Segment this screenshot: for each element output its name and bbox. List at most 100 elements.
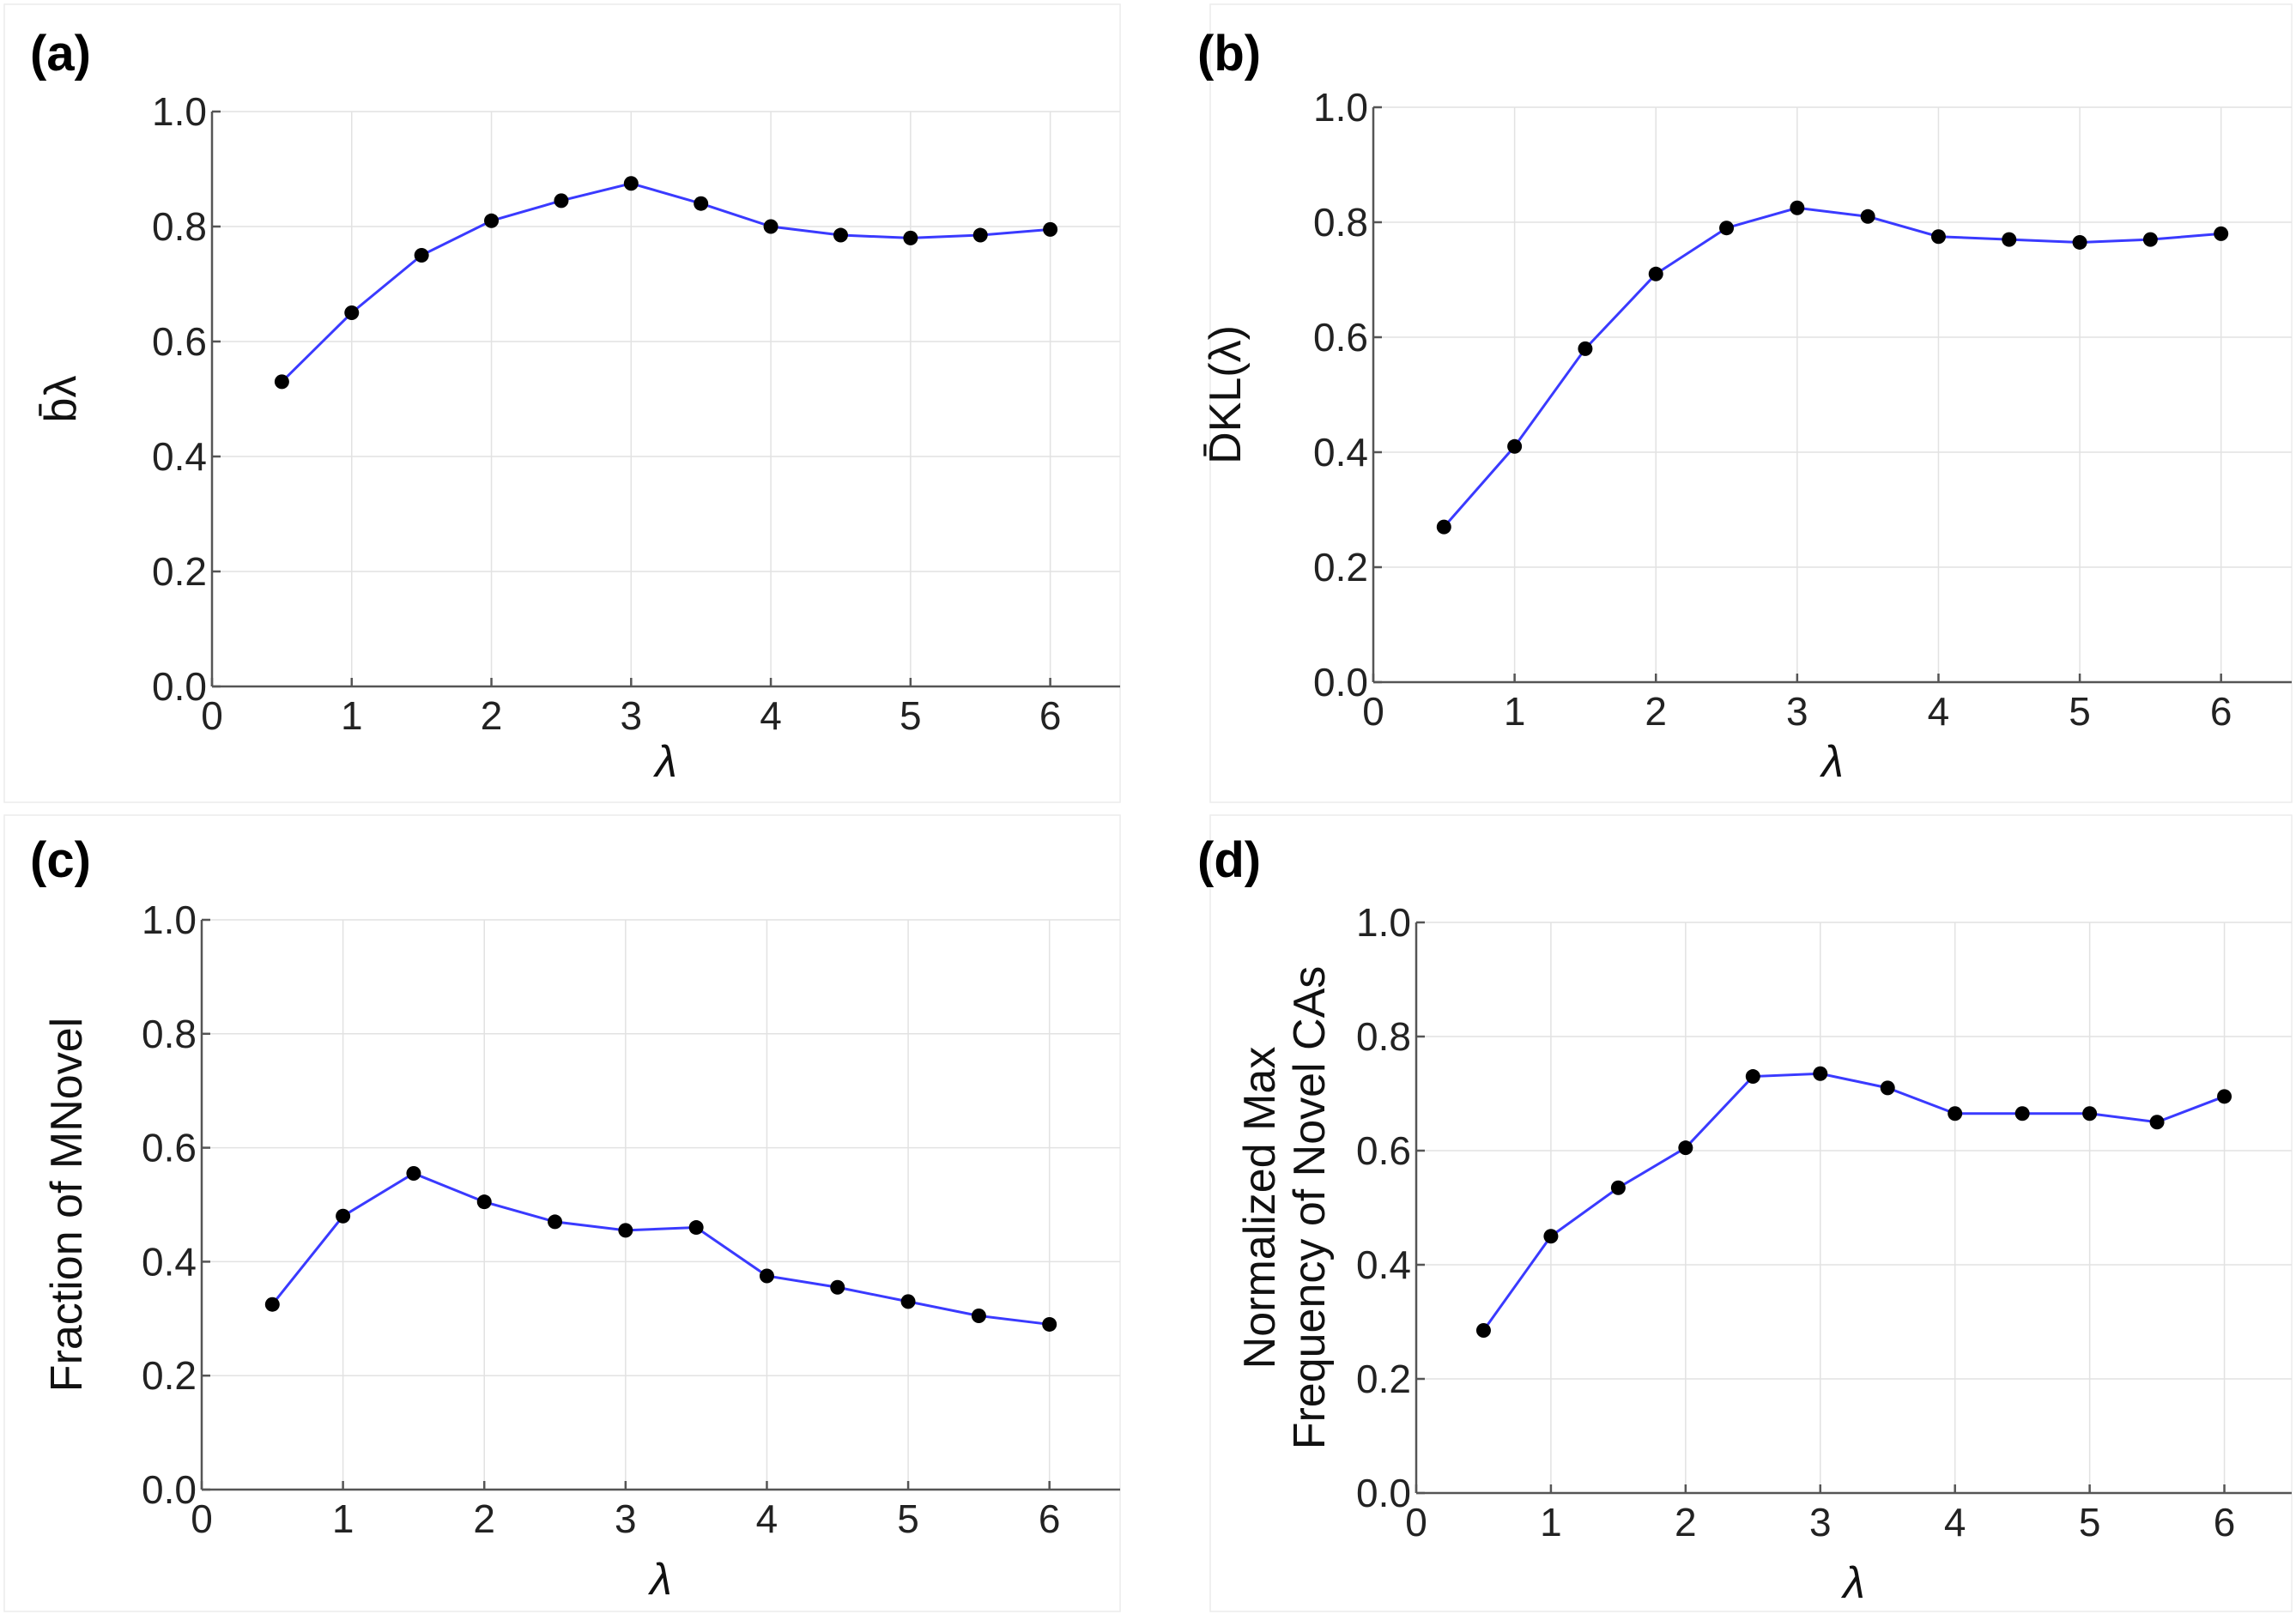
- data-point: [484, 213, 500, 228]
- data-point: [900, 1294, 916, 1309]
- y-tick-label: 0.2: [1356, 1357, 1411, 1401]
- data-point: [971, 1308, 986, 1323]
- data-point: [623, 176, 639, 191]
- data-point: [274, 374, 289, 390]
- series-line: [1443, 206, 2221, 529]
- panel-border: [3, 814, 1121, 1612]
- x-tick-label: 6: [2210, 689, 2232, 734]
- x-tick-label: 0: [201, 693, 223, 738]
- data-point: [2072, 234, 2087, 250]
- x-tick-label: 1: [1540, 1500, 1562, 1544]
- series-line: [1482, 1072, 2226, 1332]
- data-point: [476, 1194, 492, 1210]
- chart-panel-3: (c) 0 1 2 3 4 5 6 0.0 0.2 0.4 0.6 0.8 1.0 λ Fraction of…: [3, 814, 1121, 1612]
- y-tick-label: 0.0: [152, 664, 207, 709]
- data-point: [830, 1279, 845, 1295]
- y-axis-label: Fraction of MNovel: [42, 1018, 92, 1392]
- y-tick-label: 0.4: [1313, 430, 1368, 475]
- y-tick-label: 0.8: [152, 204, 207, 249]
- x-tick-label: 4: [1944, 1500, 1966, 1544]
- y-tick-label: 0.4: [152, 434, 207, 479]
- x-tick-label: 2: [1645, 689, 1667, 734]
- data-point: [2014, 1106, 2030, 1121]
- data-point: [2082, 1106, 2098, 1121]
- data-point: [759, 1268, 774, 1284]
- data-point: [1930, 229, 1946, 245]
- series-line: [281, 182, 1051, 383]
- x-tick-label: 0: [191, 1496, 213, 1541]
- data-point: [688, 1220, 704, 1236]
- panel-border: [3, 3, 1121, 803]
- y-tick-label: 0.2: [1313, 545, 1368, 589]
- data-point: [1436, 519, 1451, 535]
- data-point: [618, 1223, 633, 1238]
- data-point: [554, 193, 569, 209]
- x-axis-label: λ: [647, 1555, 672, 1605]
- data-point: [1507, 438, 1523, 454]
- data-point: [1648, 266, 1663, 281]
- data-point: [1948, 1106, 1963, 1121]
- y-tick-label: 0.2: [152, 549, 207, 594]
- x-tick-label: 5: [900, 693, 922, 738]
- x-tick-label: 2: [473, 1496, 495, 1541]
- x-tick-label: 6: [1039, 1496, 1061, 1541]
- x-tick-label: 0: [1405, 1500, 1427, 1544]
- data-point: [903, 230, 918, 245]
- x-tick-label: 3: [615, 1496, 637, 1541]
- data-point: [1880, 1080, 1895, 1096]
- x-tick-label: 3: [1786, 689, 1808, 734]
- data-point: [548, 1214, 563, 1230]
- data-point: [1860, 209, 1875, 224]
- x-tick-label: 4: [756, 1496, 778, 1541]
- x-tick-label: 5: [2069, 689, 2091, 734]
- data-point: [1719, 221, 1735, 236]
- x-tick-label: 2: [481, 693, 503, 738]
- y-tick-label: 0.4: [1356, 1242, 1411, 1287]
- y-tick-label: 0.6: [142, 1126, 197, 1170]
- data-point: [1543, 1229, 1559, 1244]
- panel-label: (b): [1197, 26, 1261, 82]
- panel-border: [1209, 3, 2293, 803]
- data-point: [2149, 1115, 2165, 1130]
- data-point: [833, 227, 848, 243]
- y-tick-label: 1.0: [1356, 900, 1411, 945]
- y-tick-label: 1.0: [142, 898, 197, 942]
- x-tick-label: 0: [1362, 689, 1384, 734]
- x-tick-label: 6: [2214, 1500, 2236, 1544]
- y-tick-label: 0.6: [152, 319, 207, 364]
- x-axis-label: λ: [652, 737, 677, 787]
- y-tick-label: 0.8: [1356, 1014, 1411, 1059]
- chart-panel-1: (a) 0 1 2 3 4 5 6 0.0 0.2 0.4 0.6 0.8 1.0 λ b̄λ: [3, 3, 1121, 803]
- data-point: [1043, 221, 1058, 237]
- data-point: [2002, 232, 2017, 247]
- data-point: [1475, 1322, 1491, 1338]
- data-point: [2142, 232, 2158, 247]
- x-axis-label: λ: [1819, 737, 1844, 787]
- data-point: [336, 1208, 351, 1224]
- y-tick-label: 1.0: [152, 89, 207, 134]
- panel-label: (d): [1197, 832, 1261, 888]
- x-tick-label: 3: [621, 693, 643, 738]
- data-point: [694, 196, 709, 211]
- y-tick-label: 0.4: [142, 1239, 197, 1284]
- y-tick-label: 0.8: [1313, 200, 1368, 245]
- y-tick-label: 1.0: [1313, 85, 1368, 130]
- y-tick-label: 0.6: [1356, 1128, 1411, 1173]
- x-tick-label: 6: [1039, 693, 1062, 738]
- x-tick-label: 1: [1504, 689, 1526, 734]
- x-tick-label: 2: [1675, 1500, 1697, 1544]
- data-point: [406, 1165, 421, 1181]
- panel-label: (a): [30, 26, 91, 82]
- panel-border: [1209, 814, 2293, 1612]
- y-axis-label: Normalized Max: [1235, 1047, 1285, 1369]
- x-tick-label: 5: [2079, 1500, 2101, 1544]
- y-tick-label: 0.8: [142, 1012, 197, 1056]
- y-axis-label: Frequency of Novel CAs: [1285, 966, 1335, 1450]
- data-point: [344, 305, 360, 320]
- x-tick-label: 4: [1928, 689, 1950, 734]
- panel-label: (c): [30, 832, 91, 888]
- series-line: [271, 1171, 1050, 1326]
- x-axis-label: λ: [1840, 1558, 1865, 1608]
- data-point: [1813, 1066, 1828, 1081]
